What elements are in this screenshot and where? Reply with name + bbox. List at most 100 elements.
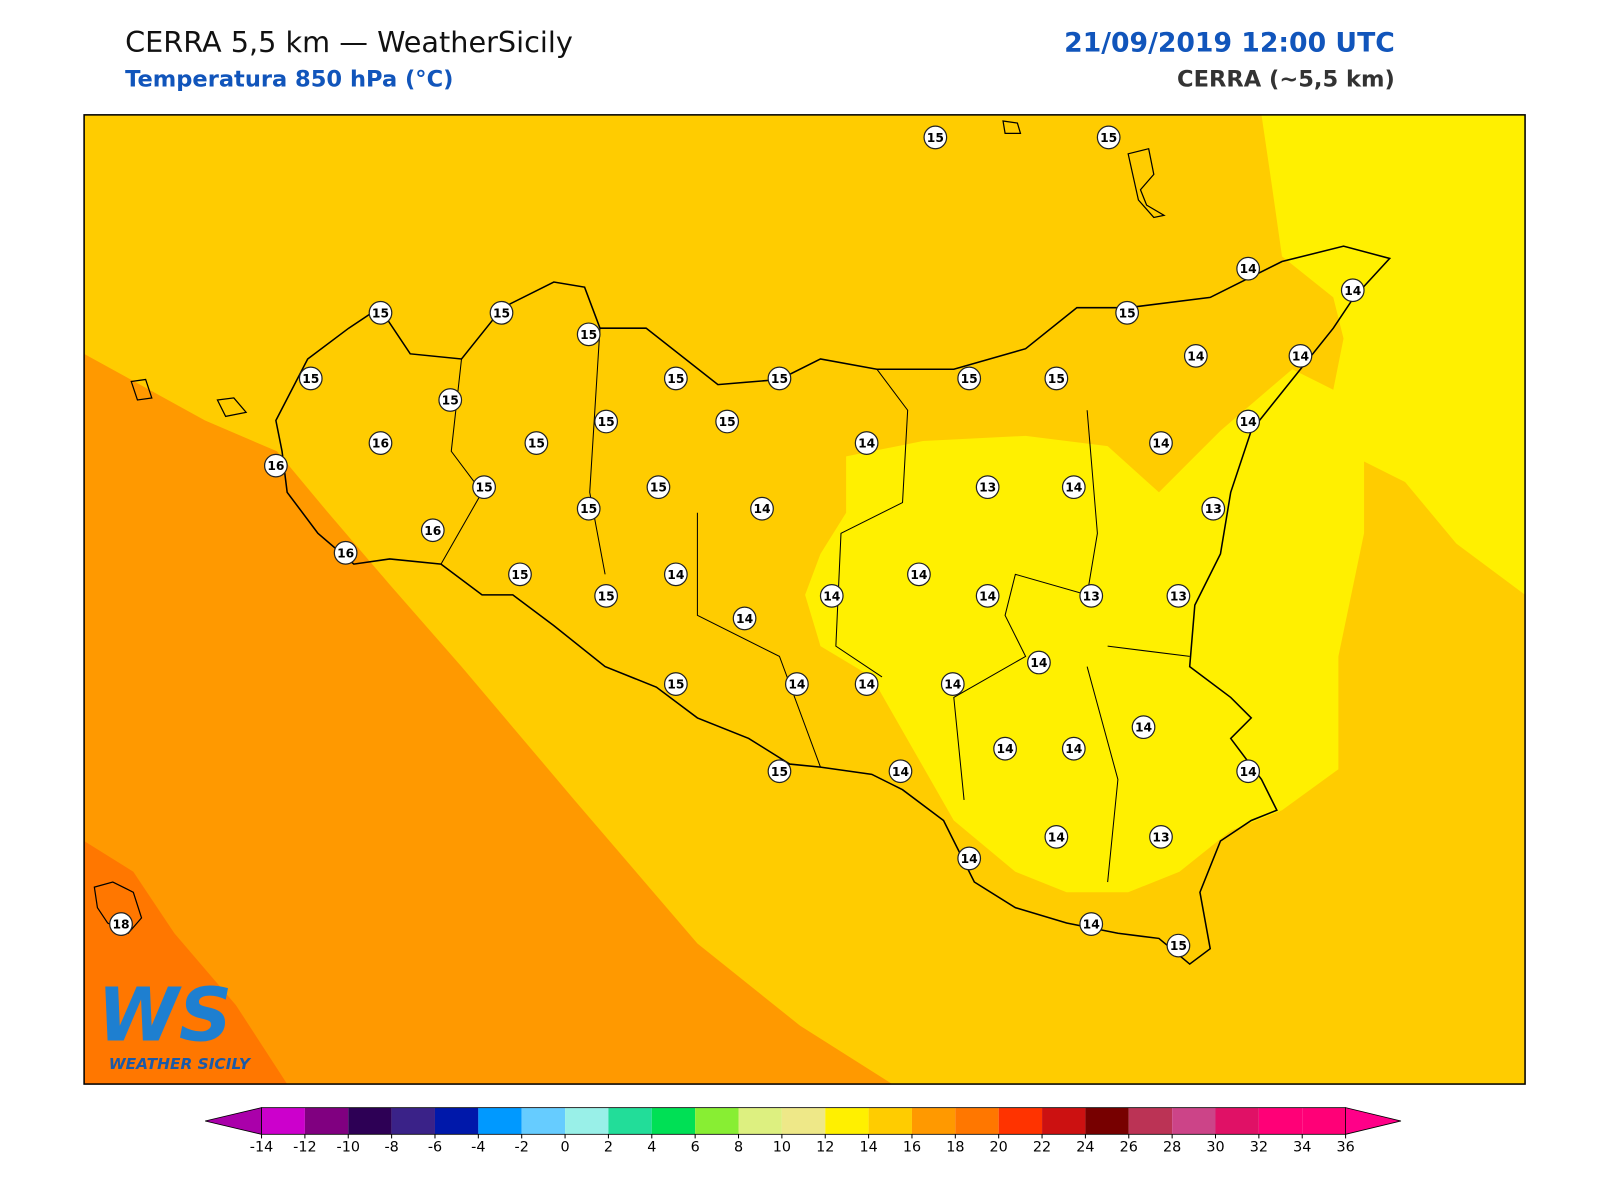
station-value: 14 (892, 765, 909, 779)
title: CERRA 5,5 km — WeatherSicily (125, 25, 573, 59)
station-marker (1079, 583, 1104, 608)
station-value: 15 (719, 415, 736, 429)
colorbar-tick-label: -8 (384, 1140, 398, 1156)
station-marker (1166, 933, 1191, 958)
colorbar-segment (651, 1107, 696, 1135)
station-marker (1288, 343, 1313, 368)
colorbar-segment (738, 1107, 782, 1135)
colorbar-tick-label: 24 (1076, 1140, 1094, 1156)
station-value: 15 (580, 328, 597, 342)
station-marker (907, 562, 931, 587)
station-value: 14 (1292, 349, 1309, 363)
station-value: 15 (476, 481, 493, 495)
station-marker (993, 736, 1017, 761)
station-value: 15 (667, 372, 684, 386)
station-marker (1236, 759, 1261, 784)
station-marker (368, 300, 393, 325)
station-marker (1096, 125, 1121, 150)
station-marker (767, 366, 792, 391)
logo-mark: WS (97, 972, 232, 1058)
station-value: 15 (1170, 939, 1187, 953)
map (84, 114, 1526, 1085)
colorbar-tick-label: 30 (1206, 1140, 1224, 1156)
colorbar-tick-label: 10 (773, 1140, 791, 1156)
datetime: 21/09/2019 12:00 UTC (1064, 28, 1395, 59)
station-value: 14 (979, 589, 996, 603)
colorbar-segment (348, 1107, 392, 1135)
station-marker (957, 846, 982, 871)
colorbar-segment (304, 1107, 349, 1135)
station-value: 15 (372, 306, 389, 320)
station-marker (888, 759, 913, 784)
colorbar-segment (478, 1107, 522, 1135)
colorbar-segment (1085, 1107, 1129, 1135)
station-value: 15 (528, 437, 545, 451)
station-marker (854, 431, 879, 455)
station-marker (489, 300, 514, 325)
station-value: 14 (1083, 918, 1100, 932)
station-value: 14 (997, 742, 1014, 756)
colorbar-segment (1128, 1107, 1173, 1135)
station-value: 14 (1240, 415, 1257, 429)
colorbar-tick-label: 22 (1033, 1140, 1051, 1156)
colorbar-under (205, 1107, 262, 1135)
colorbar-tick-label: 12 (816, 1140, 834, 1156)
station-value: 15 (442, 394, 459, 408)
station-marker (1079, 912, 1104, 936)
station-marker (1061, 475, 1086, 500)
station-value: 14 (961, 852, 978, 866)
station-marker (750, 496, 774, 521)
station-value: 14 (736, 612, 753, 626)
colorbar-tick-label: 34 (1293, 1140, 1311, 1156)
station-marker (368, 431, 393, 455)
logo: WS WEATHER SICILY (97, 972, 251, 1073)
station-value: 14 (1030, 656, 1047, 670)
station-marker (1236, 256, 1261, 281)
station-value: 15 (493, 306, 510, 320)
station-value: 14 (858, 437, 875, 451)
colorbar-frame (261, 1107, 1346, 1135)
colorbar-segment (1215, 1107, 1259, 1135)
station-value: 15 (961, 372, 978, 386)
colorbar-segment (868, 1107, 912, 1135)
station-marker (1131, 715, 1156, 740)
colorbar-tick-label: 14 (859, 1140, 877, 1156)
station-value: 16 (424, 524, 441, 538)
station-marker (594, 583, 619, 608)
station-value: 14 (1065, 742, 1082, 756)
station-marker (1340, 278, 1365, 303)
station-value: 14 (1187, 349, 1204, 363)
station-marker (646, 475, 671, 500)
station-marker (1201, 496, 1226, 521)
colorbar-segment (825, 1107, 869, 1135)
colorbar-tick-label: 26 (1120, 1140, 1138, 1156)
station-value: 15 (1048, 372, 1065, 386)
station-value: 15 (927, 131, 944, 145)
colorbar-segment (998, 1107, 1043, 1135)
station-value: 15 (1100, 131, 1117, 145)
station-value: 14 (910, 568, 927, 582)
station-marker (576, 496, 601, 521)
station-value: 14 (1065, 481, 1082, 495)
station-value: 15 (1119, 306, 1136, 320)
station-marker (975, 583, 1000, 608)
station-marker (1183, 343, 1208, 368)
station-marker (957, 366, 982, 391)
station-value: 14 (858, 678, 875, 692)
colorbar-tick-label: 4 (647, 1140, 656, 1156)
station-marker (524, 431, 549, 455)
station-value: 15 (667, 678, 684, 692)
colorbar-tick-label: -2 (515, 1140, 529, 1156)
colorbar-segment (781, 1107, 826, 1135)
station-value: 14 (944, 678, 961, 692)
station-marker (1044, 824, 1069, 849)
station-value: 13 (1152, 830, 1169, 844)
station-marker (1061, 736, 1086, 761)
station-marker (263, 453, 288, 478)
station-marker (1149, 431, 1173, 455)
station-marker (438, 388, 463, 412)
logo-text: WEATHER SICILY (109, 1055, 252, 1073)
station-marker (1236, 409, 1261, 434)
colorbar-segment (695, 1107, 739, 1135)
station-value: 13 (979, 481, 996, 495)
